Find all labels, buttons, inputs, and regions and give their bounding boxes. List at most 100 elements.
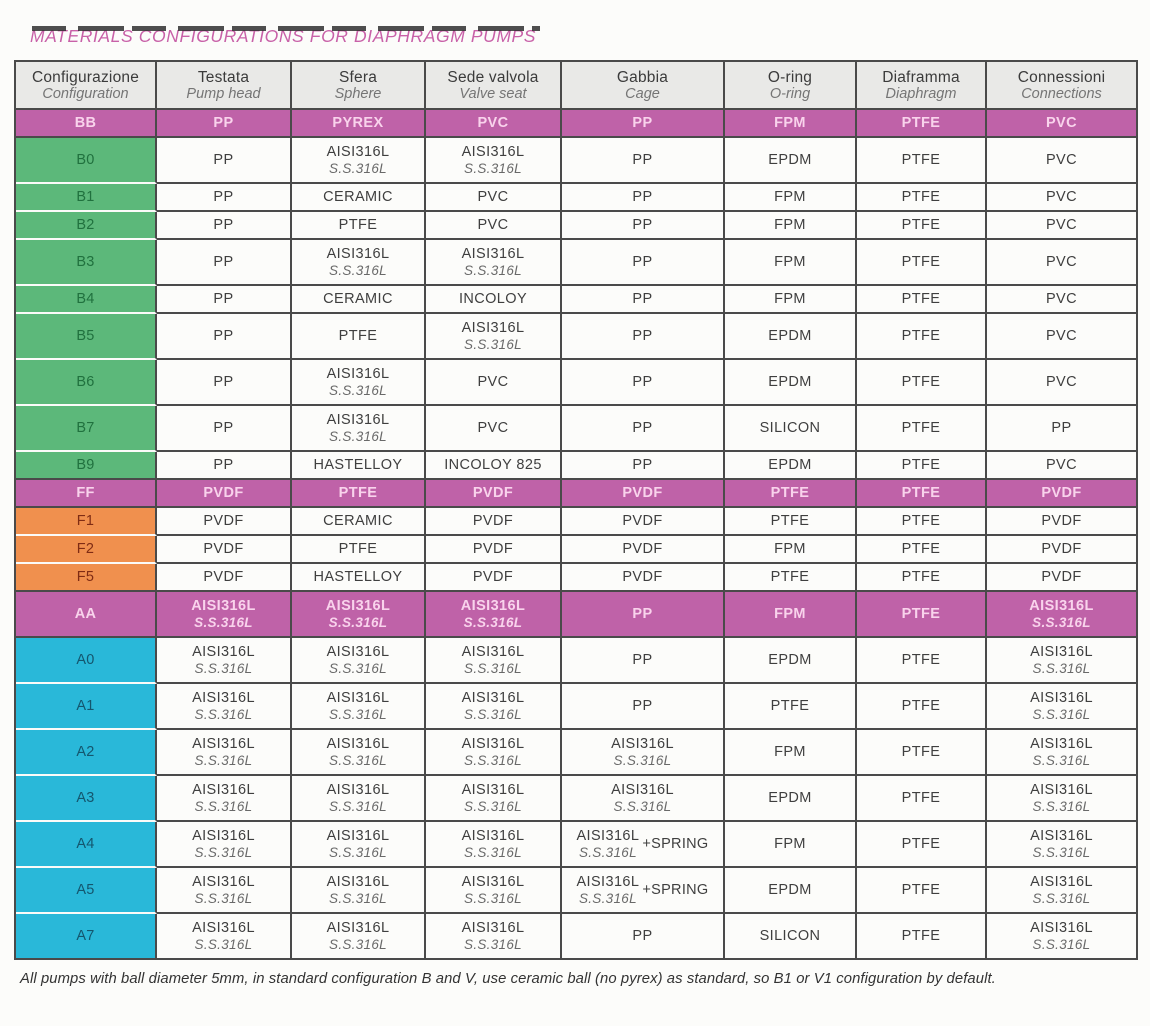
material-name: PTFE: [901, 419, 941, 436]
material-name: PP: [213, 253, 234, 270]
material-name: FPM: [774, 290, 806, 307]
material-alt-name: S.S.316L: [194, 799, 253, 814]
material-cell: FPM: [725, 592, 857, 638]
material-cell: PTFE: [725, 684, 857, 730]
material-cell: PVDF: [562, 480, 725, 508]
material-alt-name: S.S.316L: [613, 753, 672, 768]
material-alt-name: S.S.316L: [194, 891, 253, 906]
column-title-italian: Configurazione: [31, 68, 140, 86]
material-cell: PVC: [987, 286, 1138, 314]
material-alt-name: S.S.316L: [329, 707, 387, 722]
column-title-italian: Sfera: [338, 68, 378, 86]
material-name: AISI316L: [326, 246, 390, 262]
material-name: PVC: [477, 419, 509, 436]
material-alt-name: S.S.316L: [464, 845, 522, 860]
material-name: AISI316L: [1030, 874, 1093, 890]
material-cell: AISI316L S.S.316L +SPRING: [562, 822, 725, 868]
material-cell: AISI316L S.S.316L: [292, 684, 426, 730]
config-row-a0: A0 AISI316L S.S.316L AISI316L S.S.316L AISI31…: [16, 638, 1138, 684]
material-name: INCOLOY: [458, 290, 528, 307]
material-name: PVDF: [203, 540, 244, 557]
column-title-english: Cage: [625, 85, 660, 102]
material-name: PP: [213, 327, 234, 344]
config-code-cell: F1: [16, 508, 157, 536]
material-name: PTFE: [770, 568, 810, 585]
config-row-ff: FF PVDF PTFE PVDF PVDF PTFE PTFE PVDF: [16, 480, 1138, 508]
material-name: AISI316L: [192, 782, 255, 798]
material-suffix: +SPRING: [642, 836, 709, 852]
material-name: PTFE: [901, 651, 941, 668]
material-cell: HASTELLOY: [292, 452, 426, 480]
material-cell: PP: [562, 286, 725, 314]
material-name: PTFE: [901, 540, 941, 557]
material-name: SILICON: [759, 927, 821, 944]
material-name: AISI316L: [1030, 782, 1093, 798]
material-name: PTFE: [770, 697, 810, 714]
material-cell: AISI316L S.S.316L: [426, 592, 562, 638]
material-cell: AISI316L S.S.316L: [292, 240, 426, 286]
config-row-a3: A3 AISI316L S.S.316L AISI316L S.S.316L AISI31…: [16, 776, 1138, 822]
material-cell: PP: [157, 240, 292, 286]
config-code-cell: A4: [16, 822, 157, 868]
material-cell: AISI316L S.S.316L: [292, 592, 426, 638]
config-code-cell: B9: [16, 452, 157, 480]
material-name: PTFE: [901, 697, 941, 714]
material-alt-name: S.S.316L: [464, 661, 522, 676]
material-cell: FPM: [725, 110, 857, 138]
material-cell: PP: [562, 592, 725, 638]
material-cell: INCOLOY 825: [426, 452, 562, 480]
column-title-english: Configuration: [42, 85, 129, 102]
material-name: PP: [632, 188, 653, 205]
material-cell: AISI316L S.S.316L: [426, 730, 562, 776]
material-cell: FPM: [725, 212, 857, 240]
material-cell: PP: [157, 406, 292, 452]
material-name: AISI316L: [326, 366, 390, 382]
material-name: INCOLOY 825: [444, 456, 542, 473]
material-name: PP: [213, 419, 234, 436]
material-name: PTFE: [901, 188, 941, 205]
material-cell: PVC: [426, 184, 562, 212]
material-cell: PVC: [987, 452, 1138, 480]
material-cell: PP: [562, 452, 725, 480]
material-cell: PVDF: [987, 508, 1138, 536]
material-cell: PP: [157, 452, 292, 480]
material-name: AISI316L: [1030, 828, 1093, 844]
material-cell: PTFE: [292, 212, 426, 240]
material-cell: PVDF: [426, 480, 562, 508]
material-name: PP: [632, 253, 653, 270]
material-cell: PP: [562, 314, 725, 360]
material-cell: AISI316L S.S.316L: [426, 868, 562, 914]
material-cell: PTFE: [857, 730, 987, 776]
material-name: AISI316L: [460, 598, 526, 614]
config-code-cell: B7: [16, 406, 157, 452]
material-cell: EPDM: [725, 452, 857, 480]
material-name: PTFE: [901, 151, 941, 168]
material-cell: PTFE: [857, 868, 987, 914]
material-cell: EPDM: [725, 868, 857, 914]
material-cell: PVDF: [987, 480, 1138, 508]
config-code-cell: B5: [16, 314, 157, 360]
material-cell: PTFE: [292, 480, 426, 508]
material-name: AISI316L: [461, 874, 525, 890]
config-code-cell: AA: [16, 592, 157, 638]
material-name: PP: [213, 114, 234, 131]
material-name: EPDM: [768, 789, 812, 806]
material-cell: PTFE: [857, 110, 987, 138]
config-row-a1: A1 AISI316L S.S.316L AISI316L S.S.316L AISI31…: [16, 684, 1138, 730]
material-name: PVC: [1045, 456, 1077, 473]
material-cell: AISI316L S.S.316L: [987, 638, 1138, 684]
config-row-b9: B9 PP HASTELLOY INCOLOY 825 PP EPDM PTFE PVC: [16, 452, 1138, 480]
config-row-a2: A2 AISI316L S.S.316L AISI316L S.S.316L AISI31…: [16, 730, 1138, 776]
material-cell: PTFE: [857, 914, 987, 960]
material-cell: PP: [562, 914, 725, 960]
material-name: PTFE: [901, 835, 941, 852]
material-name: AISI316L: [192, 690, 255, 706]
material-name: PTFE: [901, 927, 941, 944]
material-cell: PP: [157, 138, 292, 184]
material-cell: PVDF: [157, 536, 292, 564]
material-name: AISI316L: [576, 828, 640, 844]
material-cell: PP: [157, 110, 292, 138]
material-cell: PVC: [426, 212, 562, 240]
material-name: AISI316L: [461, 828, 525, 844]
material-alt-name: S.S.316L: [464, 707, 522, 722]
